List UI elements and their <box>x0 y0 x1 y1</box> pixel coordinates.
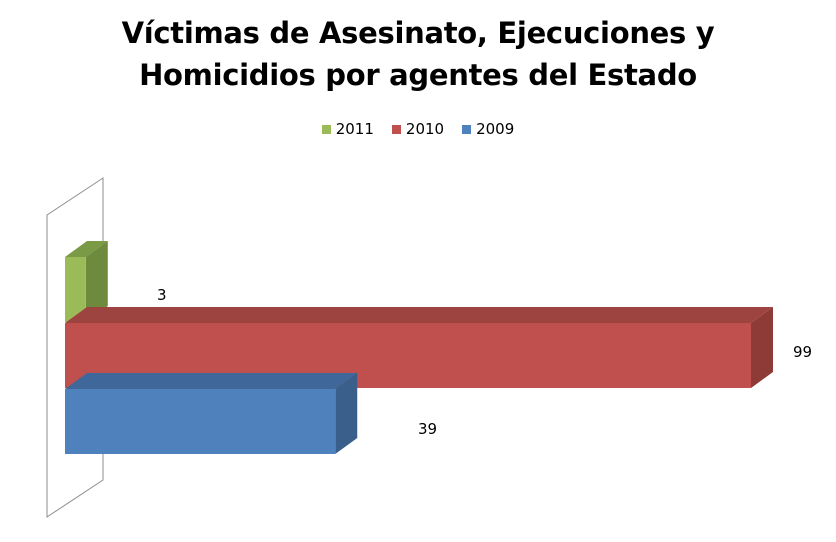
legend-label-2011: 2011 <box>335 120 374 138</box>
legend-label-2010: 2010 <box>405 120 445 138</box>
bar-side-face-2010 <box>751 307 773 388</box>
bar-top-face-2009 <box>65 373 358 389</box>
legend-swatch-2009 <box>462 124 472 134</box>
bar-2011 <box>65 257 86 322</box>
legend-swatch-2011 <box>321 124 331 134</box>
bar-top-face-2011 <box>65 241 108 257</box>
legend-swatch-2010 <box>391 124 401 134</box>
bar-top-face-2010 <box>65 307 773 323</box>
chart-title-line-1: Víctimas de Asesinato, Ejecuciones y <box>121 16 715 50</box>
bar-side-face-2011 <box>85 241 108 322</box>
chart-legend: 2011 2010 2009 <box>0 120 836 138</box>
data-label-2010: 99 <box>793 343 812 361</box>
data-label-2011: 3 <box>157 286 167 304</box>
chart-title: Víctimas de Asesinato, Ejecuciones y Hom… <box>0 12 836 96</box>
data-label-2009: 39 <box>418 420 437 438</box>
legend-item-2011: 2011 <box>321 120 374 138</box>
bar-side-face-2009 <box>335 373 358 454</box>
bar-2009 <box>65 389 336 454</box>
legend-item-2009: 2009 <box>462 120 514 138</box>
legend-label-2009: 2009 <box>476 120 515 138</box>
chart-title-line-2: Homicidios por agentes del Estado <box>139 58 697 92</box>
legend-item-2010: 2010 <box>391 120 445 138</box>
